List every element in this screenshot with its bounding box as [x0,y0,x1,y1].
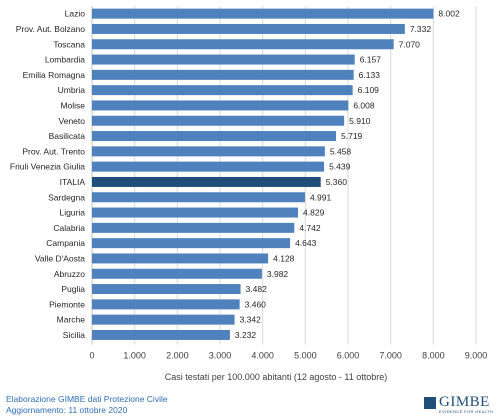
data-label: 3.482 [246,284,268,294]
footer-updated: Aggiornamento: 11 ottobre 2020 [6,405,128,415]
category-label: Umbria [58,85,86,95]
x-tick-labels: 0 1.000 2.000 3.000 4.000 5.000 6.000 7.000 8.00… [89,351,487,361]
bars [92,8,434,340]
footer-note: Elaborazione GIMBE dati Protezione Civil… [6,394,168,416]
data-label: 5.360 [326,177,348,187]
bar [92,8,434,19]
category-label: Veneto [59,116,86,126]
category-label: Calabria [53,223,85,233]
x-tick-label: 8.000 [422,351,445,361]
data-label: 7.332 [410,24,432,34]
data-label: 7.070 [399,39,421,49]
x-tick-label: 4.000 [251,351,274,361]
category-label: Valle D'Aosta [35,253,85,263]
category-label: Puglia [61,284,85,294]
data-label: 5.439 [329,162,351,172]
footer-source: Elaborazione GIMBE dati Protezione Civil… [6,394,168,404]
category-labels: Lazio Prov. Aut. Bolzano Toscana Lombardia E… [10,9,85,340]
data-label: 3.460 [245,299,267,309]
category-label: Molise [60,100,85,110]
data-label: 3.342 [240,315,262,325]
bar [92,314,235,325]
category-label: Sardegna [48,192,85,202]
category-label: Campania [46,238,85,248]
data-label: 6.133 [359,70,381,80]
x-tick-label: 3.000 [209,351,232,361]
logo-name: GIMBE [439,394,490,410]
category-label: Emilia Romagna [23,70,86,80]
data-label: 5.458 [330,146,352,156]
category-label: Basilicata [49,131,86,141]
bar [92,222,295,233]
data-label: 3.232 [235,330,257,340]
bar [92,39,394,50]
data-label: 4.742 [299,223,321,233]
bar [92,329,230,340]
bar [92,207,299,218]
logo-tagline: EVIDENCE FOR HEALTH [439,409,494,414]
category-label: Piemonte [49,299,85,309]
bar [92,253,269,264]
bar [92,85,353,96]
bar [92,238,291,249]
data-label: 6.109 [358,85,380,95]
value-labels: 8.002 7.332 7.070 6.157 6.133 6.109 6.008 5.910… [235,9,460,340]
bar [92,23,405,34]
bar [92,131,337,142]
data-label: 4.991 [310,192,332,202]
bar-highlight [92,176,321,187]
x-tick-label: 5.000 [294,351,317,361]
category-label: Lombardia [45,55,85,65]
data-label: 6.157 [360,55,382,65]
logo-mark-icon [424,397,436,409]
category-label: ITALIA [60,177,86,187]
category-label: Sicilia [63,330,85,340]
bar [92,192,305,203]
data-label: 6.008 [353,100,375,110]
data-label: 5.910 [349,116,371,126]
category-label: Lazio [65,9,86,19]
bar [92,161,325,172]
bar [92,100,349,111]
data-label: 3.982 [267,269,289,279]
data-label: 4.829 [303,208,325,218]
x-tick-label: 7.000 [379,351,402,361]
gimbe-logo: GIMBE EVIDENCE FOR HEALTH [424,394,496,418]
x-tick-label: 9.000 [465,351,488,361]
bar [92,69,354,80]
category-label: Friuli Venezia Giulia [10,162,85,172]
category-label: Abruzzo [54,269,85,279]
category-label: Prov. Aut. Bolzano [16,24,86,34]
bar [92,54,355,65]
bar [92,299,240,310]
bar [92,284,241,295]
x-tick-label: 0 [89,351,94,361]
category-label: Marche [57,315,86,325]
x-axis-label: Casi testati per 100.000 abitanti (12 ag… [165,372,387,382]
x-tick-label: 2.000 [166,351,189,361]
category-label: Prov. Aut. Trento [22,146,85,156]
bar [92,268,262,279]
x-tick-label: 1.000 [123,351,146,361]
bar [92,146,325,157]
data-label: 4.128 [273,253,295,263]
bar-chart: Lazio Prov. Aut. Bolzano Toscana Lombardia E… [10,6,487,382]
data-label: 8.002 [438,9,460,19]
data-label: 5.719 [341,131,363,141]
x-tick-label: 6.000 [337,351,360,361]
category-label: Liguria [59,208,85,218]
category-label: Toscana [53,39,85,49]
data-label: 4.643 [295,238,317,248]
bar [92,115,345,126]
